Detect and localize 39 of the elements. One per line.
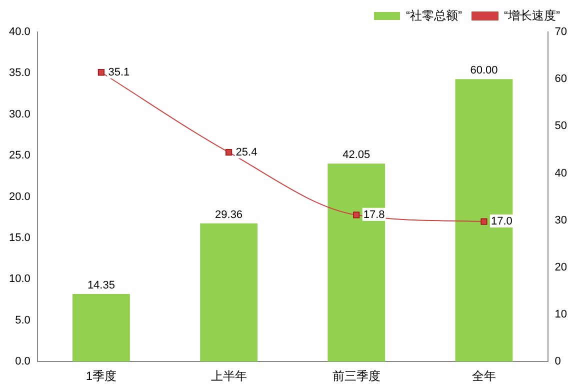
data-label: 29.36: [215, 208, 243, 221]
y-tick-label: 40.0: [8, 26, 30, 38]
y2-tick-label: 0: [554, 356, 561, 368]
y2-tick-label: 30: [554, 214, 568, 226]
y-tick-label: 20.0: [8, 190, 30, 203]
y2-tick-label: 40: [554, 167, 568, 180]
point: [353, 212, 360, 218]
data-label: 14.35: [87, 280, 115, 292]
y2-tick-label: 70: [554, 26, 568, 38]
x-tick-label: 全年: [472, 369, 496, 384]
y-tick-label: 15.0: [8, 232, 30, 244]
data-label: 25.4: [236, 146, 258, 158]
data-label: 60.00: [470, 64, 498, 77]
y-tick-label: 10.0: [8, 273, 30, 286]
point: [98, 69, 105, 76]
y2-tick-label: 20: [554, 261, 568, 274]
legend-label: “增长速度”: [504, 8, 560, 22]
x-tick-label: 上半年: [210, 369, 247, 384]
data-label: 17.0: [490, 216, 512, 228]
y-tick-label: 30.0: [8, 108, 30, 120]
x-tick-label: 前三季度: [332, 369, 380, 384]
bar: [72, 294, 130, 362]
point: [480, 218, 488, 225]
bar: [455, 79, 513, 362]
bar: [328, 164, 386, 362]
y-tick-label: 0.0: [15, 356, 30, 368]
y-tick-label: 25.0: [8, 150, 30, 162]
data-label: 42.05: [342, 149, 370, 162]
x-tick-label: 1季度: [86, 369, 117, 384]
point: [225, 148, 232, 156]
y-tick-label: 35.0: [8, 67, 30, 80]
y2-tick-label: 50: [554, 120, 568, 132]
data-label: 35.1: [108, 66, 130, 78]
bar: [200, 223, 258, 362]
y-tick-label: 5.0: [15, 314, 30, 326]
legend-label: “社零总额”: [406, 8, 462, 22]
y2-tick-label: 60: [554, 73, 568, 86]
data-label: 17.8: [363, 208, 385, 221]
y2-tick-label: 10: [554, 308, 568, 321]
